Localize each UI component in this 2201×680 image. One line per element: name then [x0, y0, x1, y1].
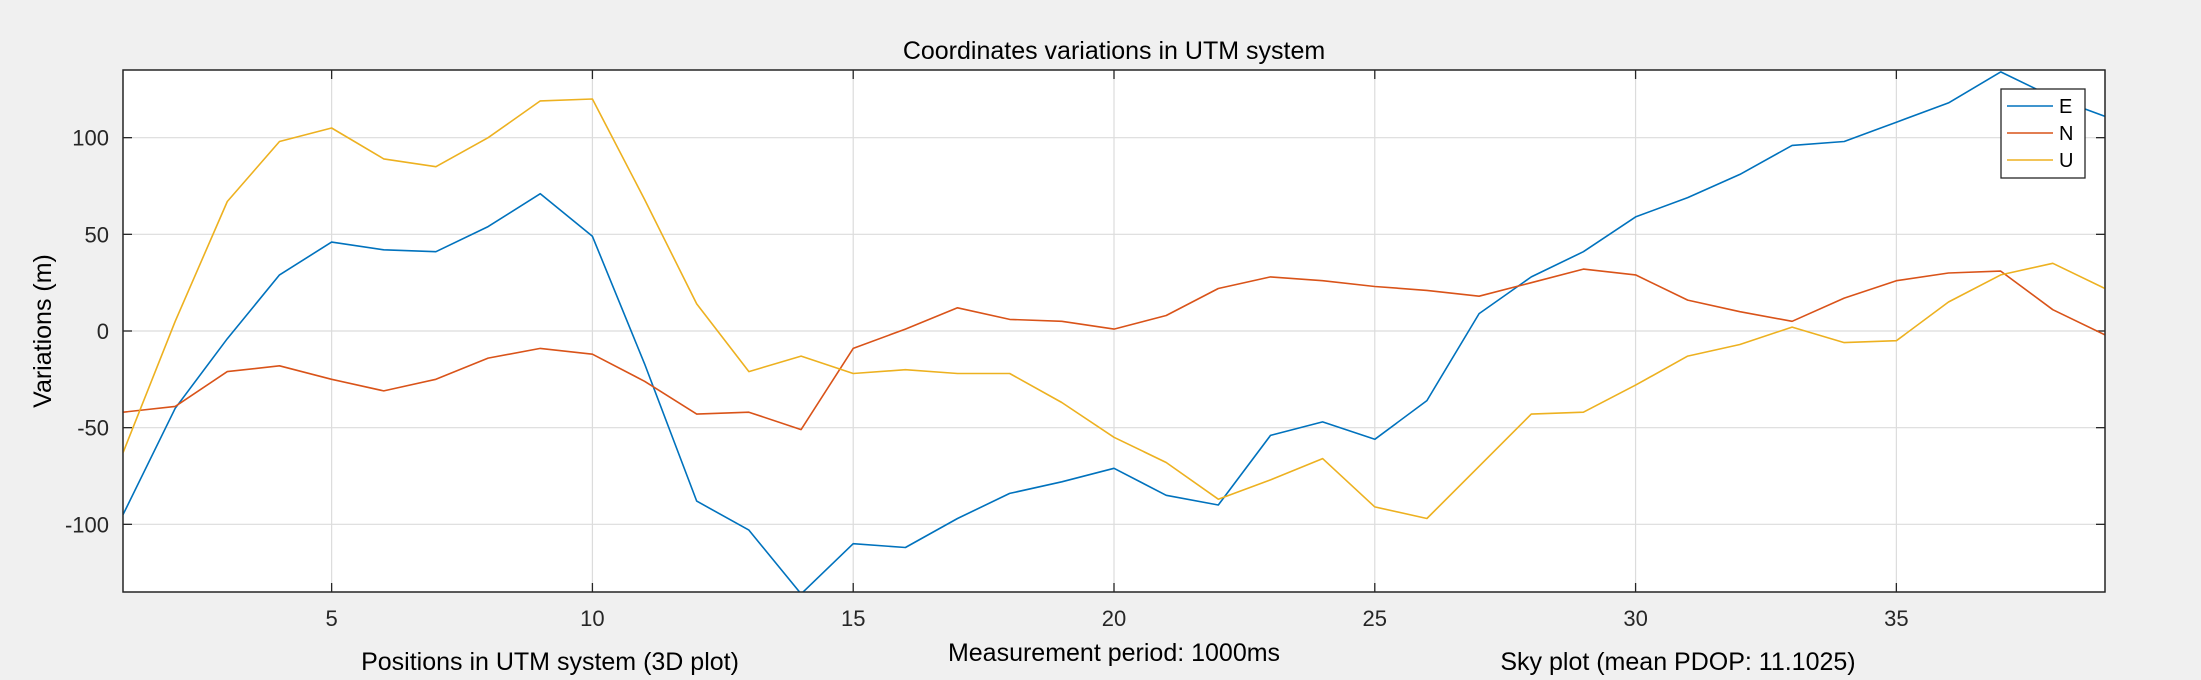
chart-title: Coordinates variations in UTM system: [903, 37, 1325, 65]
series-line-e: [123, 71, 2105, 592]
grid: [123, 70, 2105, 592]
y-axis-label: Variations (m): [29, 254, 57, 408]
x-tick-label: 5: [326, 606, 338, 631]
x-tick-label: 20: [1102, 606, 1126, 631]
subplot-title-3d-positions: Positions in UTM system (3D plot): [361, 648, 739, 676]
y-tick-label: 0: [97, 319, 109, 344]
series-lines: [123, 71, 2105, 592]
y-tick-label: -50: [77, 416, 109, 441]
x-tick-label: 15: [841, 606, 865, 631]
legend-label-u: U: [2059, 150, 2073, 172]
x-axis-label: Measurement period: 1000ms: [948, 639, 1280, 667]
x-tick-label: 35: [1884, 606, 1908, 631]
legend[interactable]: ENU: [2000, 88, 2086, 179]
y-tick-label: 50: [85, 222, 109, 247]
x-tick-label: 25: [1363, 606, 1387, 631]
y-tick-label: -100: [65, 512, 109, 537]
subplot-title-sky-plot: Sky plot (mean PDOP: 11.1025): [1500, 648, 1855, 676]
x-tick-label: 30: [1623, 606, 1647, 631]
y-tick-label: 100: [72, 126, 109, 151]
series-line-u: [123, 98, 2105, 520]
series-line-n: [123, 268, 2105, 431]
x-tick-label: 10: [580, 606, 604, 631]
legend-label-e: E: [2059, 96, 2072, 118]
axis-ticks: 5 10 15 20 25 30 35 -100 -50 0 50 100: [65, 70, 2105, 631]
plot-border: [122, 69, 2106, 593]
legend-label-n: N: [2059, 123, 2073, 145]
